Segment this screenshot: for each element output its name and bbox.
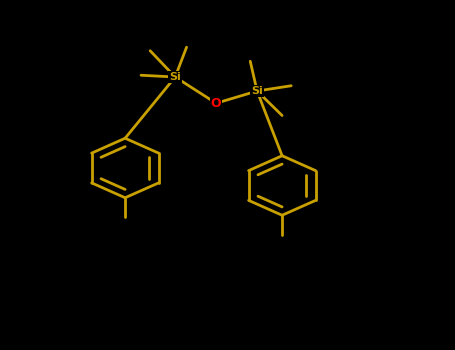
Text: O: O [211, 97, 222, 110]
Text: Si: Si [251, 86, 263, 96]
Text: Si: Si [169, 72, 181, 82]
